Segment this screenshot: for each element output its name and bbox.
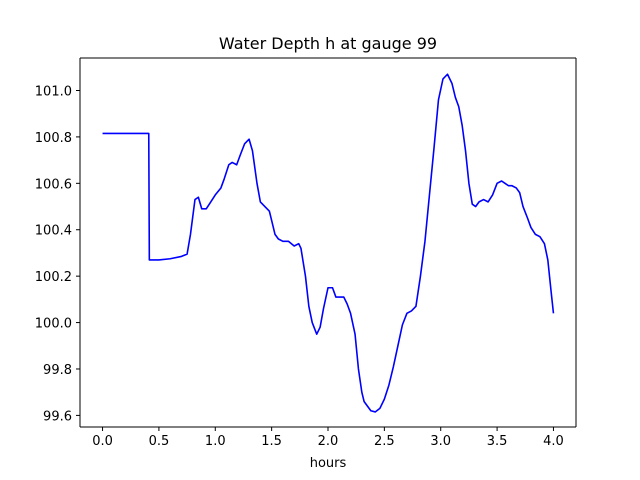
y-tick-label: 100.2 bbox=[35, 270, 72, 285]
x-tick-label: 4.0 bbox=[543, 434, 564, 449]
y-axis-ticks: 99.6 99.8 100.0 100.2 100.4 100.6 100.8 101.0 bbox=[35, 84, 80, 424]
x-axis-label: hours bbox=[310, 456, 347, 471]
x-axis-ticks: 0.0 0.5 1.0 1.5 2.0 2.5 3.0 3.5 4.0 bbox=[92, 427, 564, 449]
series-layer bbox=[102, 73, 555, 413]
plot-area bbox=[80, 58, 576, 427]
y-tick-label: 100.6 bbox=[35, 177, 72, 192]
x-tick-label: 2.5 bbox=[374, 434, 395, 449]
series-line bbox=[102, 73, 555, 413]
x-tick-label: 1.0 bbox=[205, 434, 226, 449]
chart-title: Water Depth h at gauge 99 bbox=[219, 34, 437, 53]
y-tick-label: 99.8 bbox=[43, 363, 72, 378]
x-tick-label: 3.5 bbox=[487, 434, 508, 449]
y-tick-label: 100.4 bbox=[35, 224, 72, 239]
y-tick-label: 100.8 bbox=[35, 131, 72, 146]
x-tick-label: 2.0 bbox=[318, 434, 339, 449]
x-tick-label: 3.0 bbox=[430, 434, 451, 449]
y-tick-label: 99.6 bbox=[43, 409, 72, 424]
y-tick-label: 101.0 bbox=[35, 84, 72, 99]
y-tick-label: 100.0 bbox=[35, 317, 72, 332]
x-tick-label: 0.0 bbox=[92, 434, 113, 449]
x-tick-label: 0.5 bbox=[149, 434, 170, 449]
x-tick-label: 1.5 bbox=[261, 434, 282, 449]
